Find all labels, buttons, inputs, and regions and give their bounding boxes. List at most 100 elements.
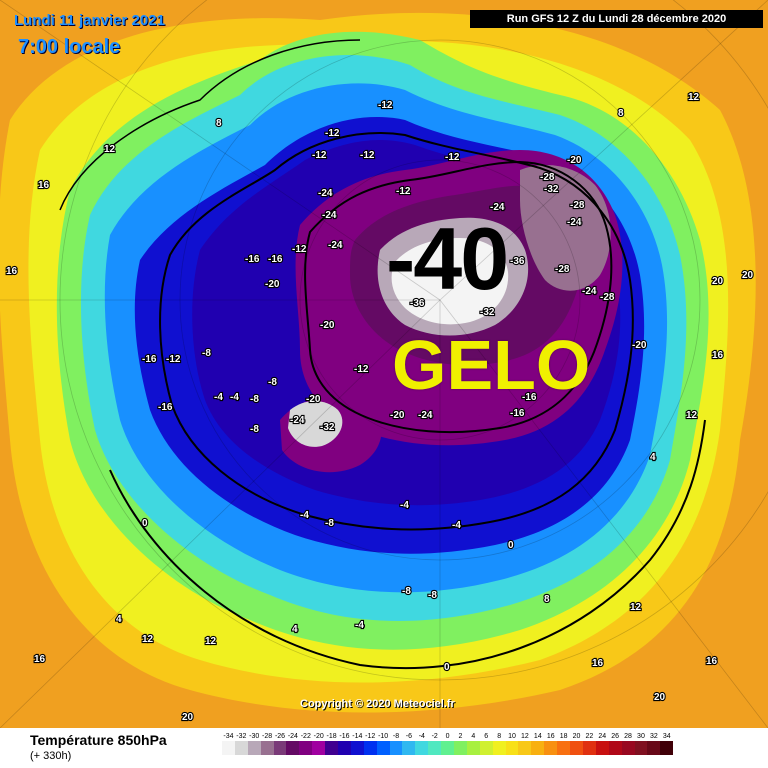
scale-swatch <box>325 741 339 755</box>
scale-label: -10 <box>378 733 389 740</box>
scale-label: -4 <box>418 733 425 740</box>
map-label: 8 <box>618 108 624 119</box>
map-label: 16 <box>706 656 718 667</box>
scale-cell: 24 <box>595 732 609 755</box>
map-label: -16 <box>268 254 283 265</box>
scale-swatch <box>312 741 326 755</box>
map-label: -8 <box>202 348 211 359</box>
scale-label: -18 <box>326 733 337 740</box>
scale-label: -16 <box>339 733 350 740</box>
map-label: -4 <box>452 520 461 531</box>
forecast-date: Lundi 11 janvier 2021 <box>14 12 165 29</box>
scale-label: 30 <box>637 733 645 740</box>
map-label: 4 <box>650 452 656 463</box>
scale-cell: 34 <box>660 732 674 755</box>
isotherm-black-south <box>109 419 706 670</box>
map-label: 16 <box>38 180 50 191</box>
map-label: 12 <box>630 602 642 613</box>
map-label: -28 <box>600 292 615 303</box>
scale-swatch <box>441 741 455 755</box>
scale-label: 14 <box>533 733 542 740</box>
map-label: -24 <box>418 410 433 421</box>
map-label: -12 <box>445 152 460 163</box>
scale-cell: 14 <box>531 732 545 755</box>
legend-subtitle: (+ 330h) <box>30 750 72 762</box>
scale-cell: -26 <box>273 732 287 755</box>
copyright-notice: Copyright © 2020 Meteociel.fr <box>300 698 455 710</box>
scale-label: 10 <box>508 733 516 740</box>
scale-cell: 20 <box>570 732 583 755</box>
map-label: -4 <box>400 500 409 511</box>
map-label: 12 <box>104 144 116 155</box>
scale-label: -14 <box>352 733 363 740</box>
map-label: 20 <box>182 712 194 723</box>
scale-label: 20 <box>572 733 581 740</box>
scale-swatch <box>222 741 235 755</box>
scale-cell: 16 <box>544 732 558 755</box>
scale-label: 2 <box>458 733 463 740</box>
map-label: -12 <box>325 128 340 139</box>
scale-swatch <box>479 741 493 755</box>
map-label: -12 <box>360 150 375 161</box>
scale-swatch <box>415 741 429 755</box>
map-label: 12 <box>205 636 217 647</box>
map-label: -8 <box>402 586 411 597</box>
map-label: 20 <box>712 276 724 287</box>
scale-swatch <box>428 741 442 755</box>
map-label: -12 <box>292 244 307 255</box>
map-label: -4 <box>214 392 223 403</box>
scale-label: -20 <box>313 733 324 740</box>
scale-swatch <box>647 741 661 755</box>
scale-cell: -20 <box>312 732 326 755</box>
scale-swatch <box>634 741 648 755</box>
scale-swatch <box>338 741 351 755</box>
scale-swatch <box>234 741 248 755</box>
map-label: -36 <box>510 256 525 267</box>
map-label: -16 <box>158 402 173 413</box>
legend-title: Température 850hPa <box>30 732 167 748</box>
scale-cell: -10 <box>376 732 390 755</box>
map-label: -8 <box>250 394 259 405</box>
scale-cell: -22 <box>299 732 313 755</box>
map-label: 0 <box>444 662 450 673</box>
map-label: -16 <box>522 392 537 403</box>
scale-label: 28 <box>624 733 632 740</box>
overlay-big-word: GELO <box>392 326 591 404</box>
map-label: -28 <box>570 200 585 211</box>
zone-secondary-core <box>288 401 343 447</box>
scale-swatch <box>247 741 261 755</box>
scale-cell: -18 <box>325 732 339 755</box>
scale-label: 18 <box>559 733 568 740</box>
map-label: -16 <box>142 354 157 365</box>
scale-label: -12 <box>365 733 376 740</box>
scale-swatch <box>299 741 313 755</box>
scale-cell: 2 <box>454 732 467 755</box>
map-label: -8 <box>250 424 259 435</box>
scale-swatch <box>350 741 364 755</box>
scale-cell: 10 <box>505 732 519 755</box>
map-label: -20 <box>567 155 582 166</box>
scale-label: -28 <box>262 733 273 740</box>
map-label: -12 <box>396 186 411 197</box>
scale-cell: -8 <box>389 732 403 755</box>
scale-label: -30 <box>249 733 260 740</box>
scale-label: 26 <box>611 733 620 740</box>
map-label: -16 <box>245 254 260 265</box>
scale-cell: -6 <box>402 732 416 755</box>
map-label: -12 <box>378 100 393 111</box>
map-label: -20 <box>265 279 280 290</box>
scale-label: 4 <box>471 733 476 740</box>
scale-label: -32 <box>236 733 247 740</box>
scale-label: 24 <box>598 733 607 740</box>
map-label: -28 <box>555 264 570 275</box>
map-label: -24 <box>582 286 597 297</box>
map-label: -20 <box>390 410 405 421</box>
scale-cell: 22 <box>582 732 596 755</box>
scale-swatch <box>402 741 416 755</box>
scale-swatch <box>582 741 596 755</box>
scale-cell: 0 <box>441 732 455 755</box>
map-label: 20 <box>742 270 754 281</box>
scale-label: -2 <box>431 733 438 740</box>
overlay-big-value: -40 <box>386 209 509 308</box>
